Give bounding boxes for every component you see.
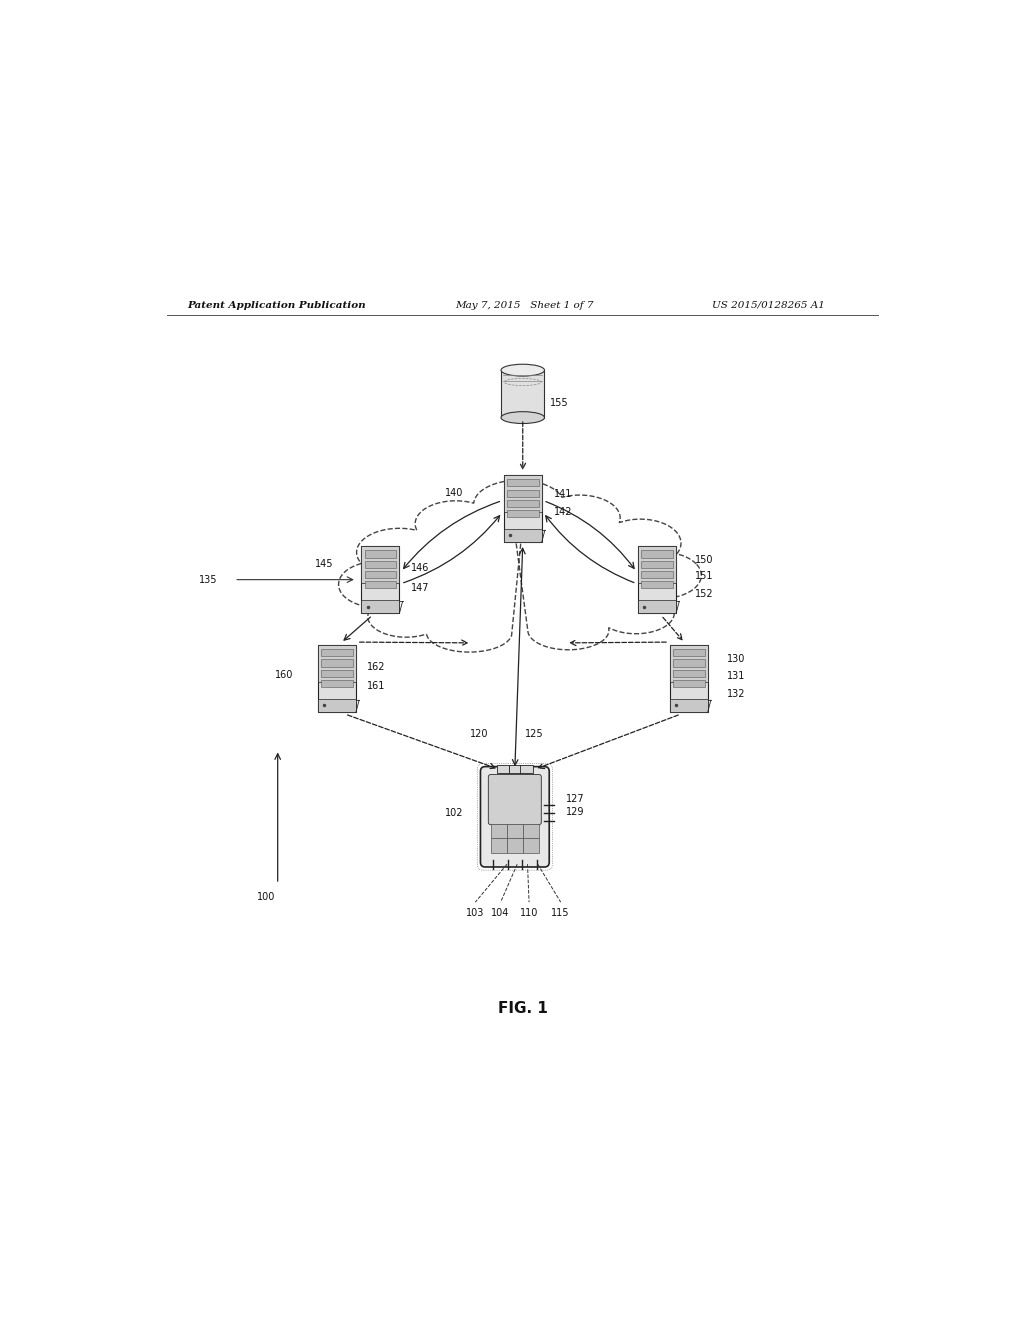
Text: 110: 110	[520, 908, 538, 917]
FancyBboxPatch shape	[490, 838, 506, 853]
Text: 141: 141	[554, 490, 573, 499]
Text: 100: 100	[257, 892, 275, 902]
FancyBboxPatch shape	[669, 645, 707, 682]
FancyBboxPatch shape	[641, 550, 673, 557]
Ellipse shape	[500, 364, 544, 376]
FancyBboxPatch shape	[523, 824, 538, 838]
FancyBboxPatch shape	[503, 528, 541, 543]
Text: 160: 160	[275, 669, 293, 680]
Text: 150: 150	[694, 554, 713, 565]
FancyBboxPatch shape	[496, 766, 508, 774]
FancyBboxPatch shape	[365, 561, 395, 568]
Text: 130: 130	[726, 653, 744, 664]
Text: 162: 162	[367, 661, 385, 672]
FancyBboxPatch shape	[638, 599, 676, 614]
Text: 120: 120	[470, 730, 488, 739]
FancyBboxPatch shape	[361, 599, 399, 614]
FancyBboxPatch shape	[321, 660, 353, 667]
Text: 129: 129	[566, 807, 584, 817]
FancyBboxPatch shape	[488, 775, 541, 825]
Text: 145: 145	[314, 558, 333, 569]
FancyBboxPatch shape	[365, 581, 395, 589]
Text: 147: 147	[410, 582, 429, 593]
FancyBboxPatch shape	[673, 660, 704, 667]
FancyBboxPatch shape	[506, 490, 538, 496]
FancyBboxPatch shape	[641, 581, 673, 589]
FancyBboxPatch shape	[673, 680, 704, 688]
Text: 135: 135	[199, 574, 217, 585]
FancyBboxPatch shape	[480, 767, 548, 867]
FancyBboxPatch shape	[523, 838, 538, 853]
Text: 132: 132	[726, 689, 745, 700]
Text: 155: 155	[550, 399, 569, 408]
FancyBboxPatch shape	[503, 475, 541, 512]
Text: 140: 140	[444, 487, 463, 498]
Ellipse shape	[500, 412, 544, 424]
Text: 161: 161	[367, 681, 385, 692]
Text: 152: 152	[694, 589, 713, 599]
Text: FIG. 1: FIG. 1	[497, 1001, 547, 1015]
FancyBboxPatch shape	[365, 572, 395, 578]
FancyBboxPatch shape	[318, 698, 356, 711]
Text: 151: 151	[694, 572, 713, 582]
FancyBboxPatch shape	[321, 680, 353, 688]
FancyBboxPatch shape	[673, 669, 704, 677]
FancyBboxPatch shape	[506, 824, 523, 838]
FancyBboxPatch shape	[318, 645, 356, 711]
FancyBboxPatch shape	[321, 649, 353, 656]
FancyBboxPatch shape	[361, 546, 399, 614]
Text: 115: 115	[551, 908, 570, 917]
Text: 142: 142	[554, 507, 573, 517]
FancyBboxPatch shape	[321, 669, 353, 677]
FancyBboxPatch shape	[638, 546, 676, 614]
Text: US 2015/0128265 A1: US 2015/0128265 A1	[711, 301, 824, 310]
Text: May 7, 2015   Sheet 1 of 7: May 7, 2015 Sheet 1 of 7	[455, 301, 593, 310]
FancyBboxPatch shape	[673, 649, 704, 656]
FancyBboxPatch shape	[506, 479, 538, 486]
Text: 102: 102	[444, 808, 463, 818]
Text: 127: 127	[566, 795, 584, 804]
FancyBboxPatch shape	[506, 510, 538, 517]
FancyBboxPatch shape	[669, 698, 707, 711]
FancyBboxPatch shape	[490, 824, 506, 838]
FancyBboxPatch shape	[506, 838, 523, 853]
FancyBboxPatch shape	[520, 766, 533, 774]
FancyBboxPatch shape	[641, 561, 673, 568]
Text: 103: 103	[466, 908, 484, 917]
FancyBboxPatch shape	[503, 475, 541, 543]
FancyBboxPatch shape	[508, 766, 521, 774]
Text: Patent Application Publication: Patent Application Publication	[186, 301, 365, 310]
Text: 125: 125	[525, 730, 543, 739]
FancyBboxPatch shape	[641, 572, 673, 578]
FancyBboxPatch shape	[638, 546, 676, 583]
FancyBboxPatch shape	[669, 645, 707, 711]
Text: 104: 104	[491, 908, 510, 917]
Text: 146: 146	[410, 562, 428, 573]
FancyBboxPatch shape	[500, 370, 544, 417]
FancyBboxPatch shape	[318, 645, 356, 682]
Text: 131: 131	[726, 671, 744, 681]
FancyBboxPatch shape	[365, 550, 395, 557]
FancyBboxPatch shape	[361, 546, 399, 583]
FancyBboxPatch shape	[506, 500, 538, 507]
